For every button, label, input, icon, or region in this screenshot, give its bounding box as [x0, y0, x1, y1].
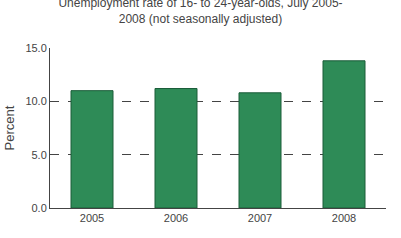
svg-text:5.0: 5.0 — [32, 149, 47, 161]
svg-text:2007: 2007 — [248, 212, 272, 224]
svg-text:10.0: 10.0 — [25, 95, 46, 107]
svg-text:0.0: 0.0 — [32, 202, 47, 214]
svg-text:Unemployment rate of 16- to 24: Unemployment rate of 16- to 24-year-olds… — [58, 0, 342, 26]
svg-text:Percent: Percent — [2, 105, 17, 150]
svg-text:15.0: 15.0 — [25, 42, 46, 54]
svg-text:2008: 2008 — [332, 212, 356, 224]
svg-text:2005: 2005 — [80, 212, 104, 224]
svg-text:2006: 2006 — [164, 212, 188, 224]
